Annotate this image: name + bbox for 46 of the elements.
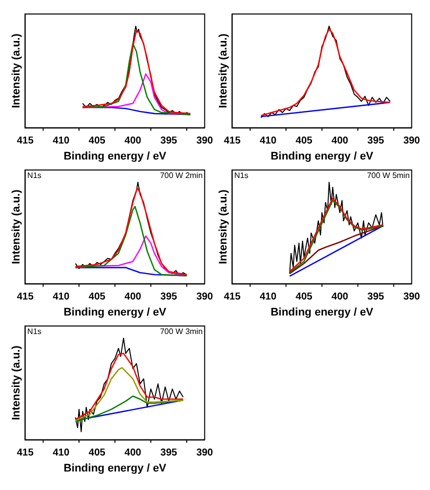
x-tick-label: 405	[296, 292, 313, 303]
x-tick-label: 405	[296, 136, 313, 147]
x-axis-title: Binding energy / eV	[64, 306, 167, 318]
x-tick-label: 400	[124, 136, 142, 147]
text: 700 W 5min	[366, 171, 410, 180]
x-axis-title: Binding energy / eV	[270, 150, 374, 162]
x-tick-label: 400	[332, 292, 349, 303]
x-tick-label: 390	[403, 136, 420, 147]
text: N1s	[234, 171, 248, 180]
x-axis-title: Binding energy / eV	[64, 462, 167, 474]
y-axis-title: Intensity (a.u.)	[10, 345, 23, 420]
text: 700 W 3min	[160, 327, 203, 336]
x-axis-title: Binding energy / eV	[270, 306, 374, 318]
x-tick-label: 410	[52, 292, 70, 303]
x-tick-label: 410	[260, 136, 277, 147]
text: N1s	[27, 327, 42, 336]
x-tick-label: 415	[16, 292, 34, 303]
x-tick-label: 410	[260, 292, 277, 303]
x-tick-label: 390	[403, 292, 420, 303]
x-tick-label: 405	[88, 292, 106, 303]
x-tick-label: 405	[88, 136, 106, 147]
text: N1s	[27, 171, 42, 180]
x-tick-label: 395	[367, 292, 385, 303]
text: 700 W 2min	[160, 171, 203, 180]
y-axis-title: Intensity (a.u.)	[10, 33, 23, 108]
x-tick-label: 415	[16, 448, 34, 459]
x-axis-title: Binding energy / eV	[64, 150, 167, 162]
x-tick-label: 395	[160, 292, 178, 303]
x-tick-label: 400	[124, 292, 142, 303]
x-tick-label: 405	[88, 448, 106, 459]
x-tick-label: 400	[332, 136, 349, 147]
x-tick-label: 395	[160, 448, 178, 459]
x-tick-label: 410	[52, 136, 70, 147]
y-axis-title: Intensity (a.u.)	[218, 33, 230, 108]
x-tick-label: 390	[196, 136, 214, 147]
x-tick-label: 390	[196, 292, 214, 303]
x-tick-label: 395	[160, 136, 178, 147]
x-tick-label: 415	[224, 292, 241, 303]
x-tick-label: 415	[16, 136, 34, 147]
x-tick-label: 390	[196, 448, 214, 459]
x-tick-label: 395	[367, 136, 385, 147]
y-axis-title: Intensity (a.u.)	[218, 189, 230, 264]
x-tick-label: 410	[52, 448, 70, 459]
x-tick-label: 400	[124, 448, 142, 459]
y-axis-title: Intensity (a.u.)	[10, 189, 23, 264]
x-tick-label: 415	[224, 136, 241, 147]
